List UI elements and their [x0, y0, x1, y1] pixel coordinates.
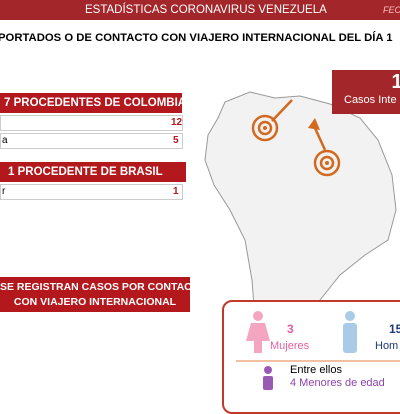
header-bar	[0, 0, 400, 20]
among-label: Entre ellos	[290, 364, 342, 376]
brasil-value: 1	[173, 186, 179, 197]
brasil-label: r	[2, 186, 6, 197]
brasil-title: 1 PROCEDENTE DE BRASIL	[0, 162, 186, 182]
target-brasil	[308, 118, 341, 177]
international-label: Casos Inte	[344, 94, 397, 106]
demographic-icons	[236, 311, 400, 390]
contact-note-line: CON VIAJERO INTERNACIONAL	[13, 296, 177, 308]
international-box: 1 Casos Inte	[332, 70, 400, 114]
demographics-box	[222, 300, 400, 414]
men-count: 15	[389, 322, 400, 336]
man-icon	[343, 311, 357, 353]
colombia-title: 7 PROCEDENTES DE COLOMBIA	[0, 93, 186, 113]
subtitle: PORTADOS O DE CONTACTO CON VIAJERO INTER…	[0, 32, 393, 44]
contact-note: SE REGISTRAN CASOS POR CONTACTO CON VIAJ…	[0, 277, 207, 312]
brasil-row	[0, 184, 183, 200]
colombia-value: 5	[173, 135, 179, 146]
contact-note-line: SE REGISTRAN CASOS POR CONTACTO	[0, 281, 207, 293]
woman-icon	[246, 311, 270, 353]
child-icon	[263, 366, 273, 390]
header-title: ESTADÍSTICAS CORONAVIRUS VENEZUELA	[85, 4, 327, 16]
colombia-label: a	[2, 135, 8, 146]
colombia-row	[0, 115, 183, 131]
women-label: Mujeres	[270, 340, 310, 352]
international-count: 1	[391, 71, 400, 93]
colombia-row	[0, 133, 183, 149]
men-label: Hom	[375, 340, 399, 352]
minors-label: 4 Menores de edad	[290, 377, 385, 389]
women-count: 3	[287, 322, 294, 336]
colombia-value: 12	[171, 117, 183, 128]
target-colombia	[251, 99, 293, 142]
header-date: FEC	[383, 5, 400, 15]
